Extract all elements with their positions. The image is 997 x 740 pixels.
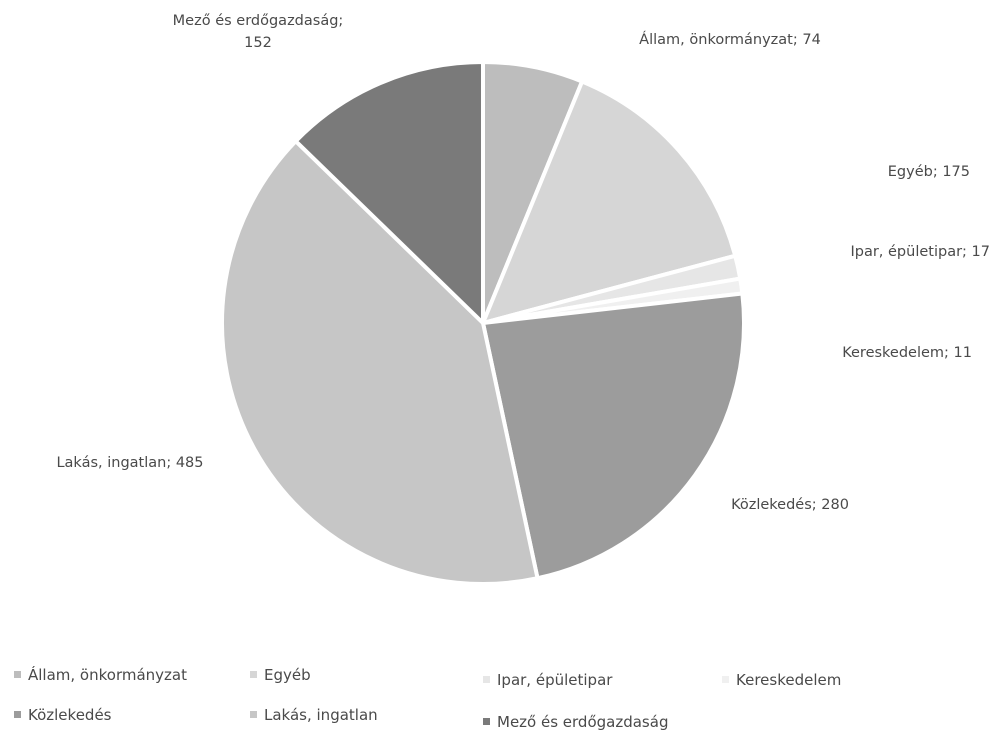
- legend-label-6: Mező és erdőgazdaság: [497, 713, 668, 731]
- pie-slice-6: [293, 60, 485, 325]
- legend-label-4: Közlekedés: [28, 706, 112, 724]
- pie-slice-5: [220, 139, 540, 586]
- legend-swatch-5: [250, 711, 257, 718]
- legend-swatch-6: [483, 718, 490, 725]
- legend: Állam, önkormányzat Egyéb Ipar, épületipar…: [14, 665, 841, 731]
- legend-swatch-4: [14, 711, 21, 718]
- data-label-1: Egyéb; 175: [888, 164, 970, 180]
- legend-label-3: Kereskedelem: [736, 671, 841, 689]
- legend-label-1: Egyéb: [264, 666, 311, 684]
- legend-swatch-3: [722, 676, 729, 683]
- pie-slice-4: [481, 291, 746, 581]
- legend-label-0: Állam, önkormányzat: [28, 665, 187, 684]
- data-labels: Állam, önkormányzat; 74 Egyéb; 175 Ipar, é…: [56, 13, 990, 513]
- legend-swatch-0: [14, 671, 21, 678]
- legend-swatch-1: [250, 671, 257, 678]
- legend-swatch-2: [483, 676, 490, 683]
- data-label-5: Lakás, ingatlan; 485: [56, 455, 203, 471]
- pie-slice-1: [481, 79, 738, 325]
- pie-slices: [220, 60, 746, 586]
- legend-label-2: Ipar, épületipar: [497, 671, 613, 689]
- data-label-4: Közlekedés; 280: [731, 497, 849, 513]
- legend-label-5: Lakás, ingatlan: [264, 706, 378, 724]
- data-label-3: Kereskedelem; 11: [842, 345, 972, 361]
- data-label-2: Ipar, épületipar; 17: [850, 244, 990, 260]
- data-label-6: Mező és erdőgazdaság; 152: [173, 13, 344, 51]
- data-label-0: Állam, önkormányzat; 74: [639, 31, 821, 48]
